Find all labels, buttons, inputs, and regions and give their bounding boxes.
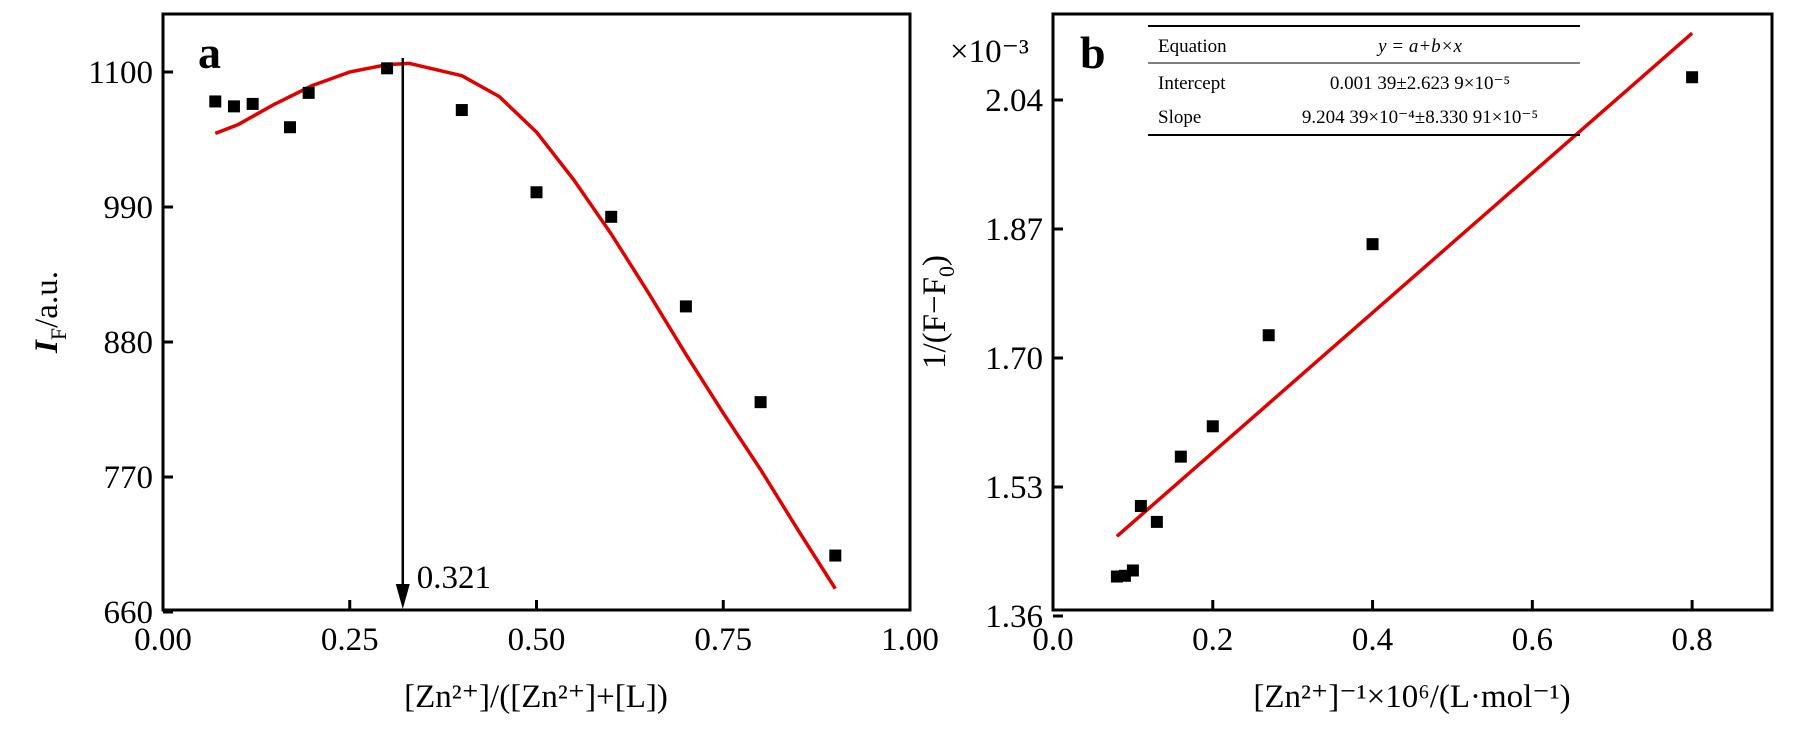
panel-b-fit-lines bbox=[1115, 31, 1694, 538]
panel-a-ylabel-sub: F bbox=[46, 328, 71, 340]
fit-table-row-intercept-label: Intercept bbox=[1158, 73, 1226, 94]
panel-a-x-ticks: 0.00 0.25 0.50 0.75 1.00 bbox=[134, 600, 939, 658]
panel-a-x-tick-label: 0.50 bbox=[508, 622, 566, 658]
panel-b-data-point bbox=[1134, 499, 1147, 512]
panel-a-data-point bbox=[227, 100, 240, 113]
fit-table-row-slope-value: 9.204 39×10⁻⁴±8.330 91×10⁻⁵ bbox=[1302, 107, 1538, 128]
panel-a-fit-line bbox=[214, 61, 837, 590]
panel-b-y-tick-label: 1.70 bbox=[985, 341, 1043, 377]
panel-b-y-axis-title: 1/(F−F0) bbox=[917, 255, 959, 369]
panel-a-y-tick-label: 660 bbox=[104, 595, 154, 631]
panel-b-y-tick-label: 1.36 bbox=[985, 599, 1043, 635]
panel-b-data-point bbox=[1126, 564, 1139, 577]
fit-table-header-equation: y = a+b×x bbox=[1376, 36, 1462, 57]
fit-table-row-slope-label: Slope bbox=[1158, 107, 1201, 128]
svg-text:1/(F−F0): 1/(F−F0) bbox=[917, 255, 959, 369]
panel-a-data-point bbox=[679, 300, 692, 313]
panel-b-fit-line bbox=[1115, 31, 1694, 538]
panel-b-data-point bbox=[1262, 329, 1275, 342]
fit-table: Equation y = a+b×x Intercept 0.001 39±2.… bbox=[1148, 25, 1580, 136]
panel-a-ylabel-main: I bbox=[29, 339, 65, 354]
panel-a-y-tick-label: 1100 bbox=[88, 55, 153, 91]
panel-a-y-tick-label: 990 bbox=[104, 190, 154, 226]
panel-a-arrowhead bbox=[395, 584, 410, 609]
panel-b-x-axis-title: [Zn²⁺]⁻¹×10⁶/(L·mol⁻¹) bbox=[1253, 679, 1570, 715]
panel-b-data-point bbox=[1206, 420, 1219, 433]
panel-a-data-point bbox=[754, 396, 767, 409]
panel-a-y-ticks: 660 770 880 990 1100 bbox=[88, 55, 173, 631]
panel-b-y-ticks: 1.36 1.53 1.70 1.87 2.04 bbox=[985, 83, 1063, 635]
panel-a-data-point bbox=[302, 86, 315, 99]
panel-a-points bbox=[209, 62, 842, 562]
panel-b-x-tick-label: 0.4 bbox=[1352, 622, 1393, 658]
panel-a-data-point bbox=[209, 95, 222, 108]
panel-a-x-tick-label: 1.00 bbox=[881, 622, 939, 658]
panel-b-y-tick-label: 1.87 bbox=[985, 212, 1043, 248]
panel-b-x-tick-label: 0.2 bbox=[1192, 622, 1233, 658]
panel-b-x-ticks: 0.0 0.2 0.4 0.6 0.8 bbox=[1032, 600, 1713, 658]
panel-a-data-point bbox=[530, 186, 543, 199]
panel-b-chart: 1.36 1.53 1.70 1.87 2.04 0.0 0.2 0.4 0.6 0.8 b ×… bbox=[917, 12, 1774, 715]
panel-b-data-point bbox=[1686, 71, 1699, 84]
panel-b-y-tick-label: 2.04 bbox=[985, 83, 1043, 119]
panel-a-x-tick-label: 0.00 bbox=[134, 622, 192, 658]
svg-text:IF/a.u.: IF/a.u. bbox=[29, 271, 71, 354]
panel-a-ylabel-unit: /a.u. bbox=[29, 271, 65, 328]
fit-table-header-label: Equation bbox=[1158, 36, 1227, 57]
panel-a-x-tick-label: 0.25 bbox=[321, 622, 379, 658]
panel-b-x-tick-label: 0.8 bbox=[1671, 622, 1712, 658]
panel-a-y-axis-title: IF/a.u. bbox=[29, 271, 71, 354]
panel-b-ylabel-sub: 0 bbox=[934, 266, 959, 277]
panel-a-data-point bbox=[605, 210, 618, 223]
panel-a-y-tick-label: 880 bbox=[104, 325, 154, 361]
panel-b-points bbox=[1110, 71, 1699, 583]
panel-b-x-tick-label: 0.0 bbox=[1032, 622, 1073, 658]
panel-b-x-tick-label: 0.6 bbox=[1512, 622, 1553, 658]
panel-a-chart: 660 770 880 990 1100 0.00 0.25 0.50 0.75 1.00 0.… bbox=[29, 12, 939, 715]
panel-b-data-point bbox=[1174, 450, 1187, 463]
panel-a-annotation: 0.321 bbox=[395, 58, 491, 609]
panel-a-annotation-label: 0.321 bbox=[417, 560, 491, 596]
panel-a-label: a bbox=[198, 27, 221, 78]
panel-b-plot-frame bbox=[1051, 12, 1774, 612]
panel-b-label: b bbox=[1080, 27, 1106, 78]
panel-a-y-tick-label: 770 bbox=[104, 460, 154, 496]
panel-a-data-point bbox=[455, 104, 468, 117]
panel-b-ylabel-main: 1/(F−F bbox=[917, 277, 953, 369]
panel-b-y-multiplier: ×10⁻³ bbox=[950, 34, 1029, 70]
panel-b-y-tick-label: 1.53 bbox=[985, 470, 1043, 506]
panel-a-data-point bbox=[246, 97, 259, 110]
panel-a-data-point bbox=[829, 549, 842, 562]
panel-b-data-point bbox=[1150, 515, 1163, 528]
panel-a-fit-lines bbox=[214, 61, 837, 590]
panel-a-data-point bbox=[381, 62, 394, 75]
panel-a-x-tick-label: 0.75 bbox=[694, 622, 752, 658]
panel-a-data-point bbox=[283, 121, 296, 134]
panel-b-data-point bbox=[1366, 238, 1379, 251]
fit-table-row-intercept-value: 0.001 39±2.623 9×10⁻⁵ bbox=[1330, 73, 1510, 94]
panel-a-x-axis-title: [Zn²⁺]/([Zn²⁺]+[L]) bbox=[404, 679, 668, 715]
panel-b-ylabel-close: ) bbox=[917, 255, 953, 266]
